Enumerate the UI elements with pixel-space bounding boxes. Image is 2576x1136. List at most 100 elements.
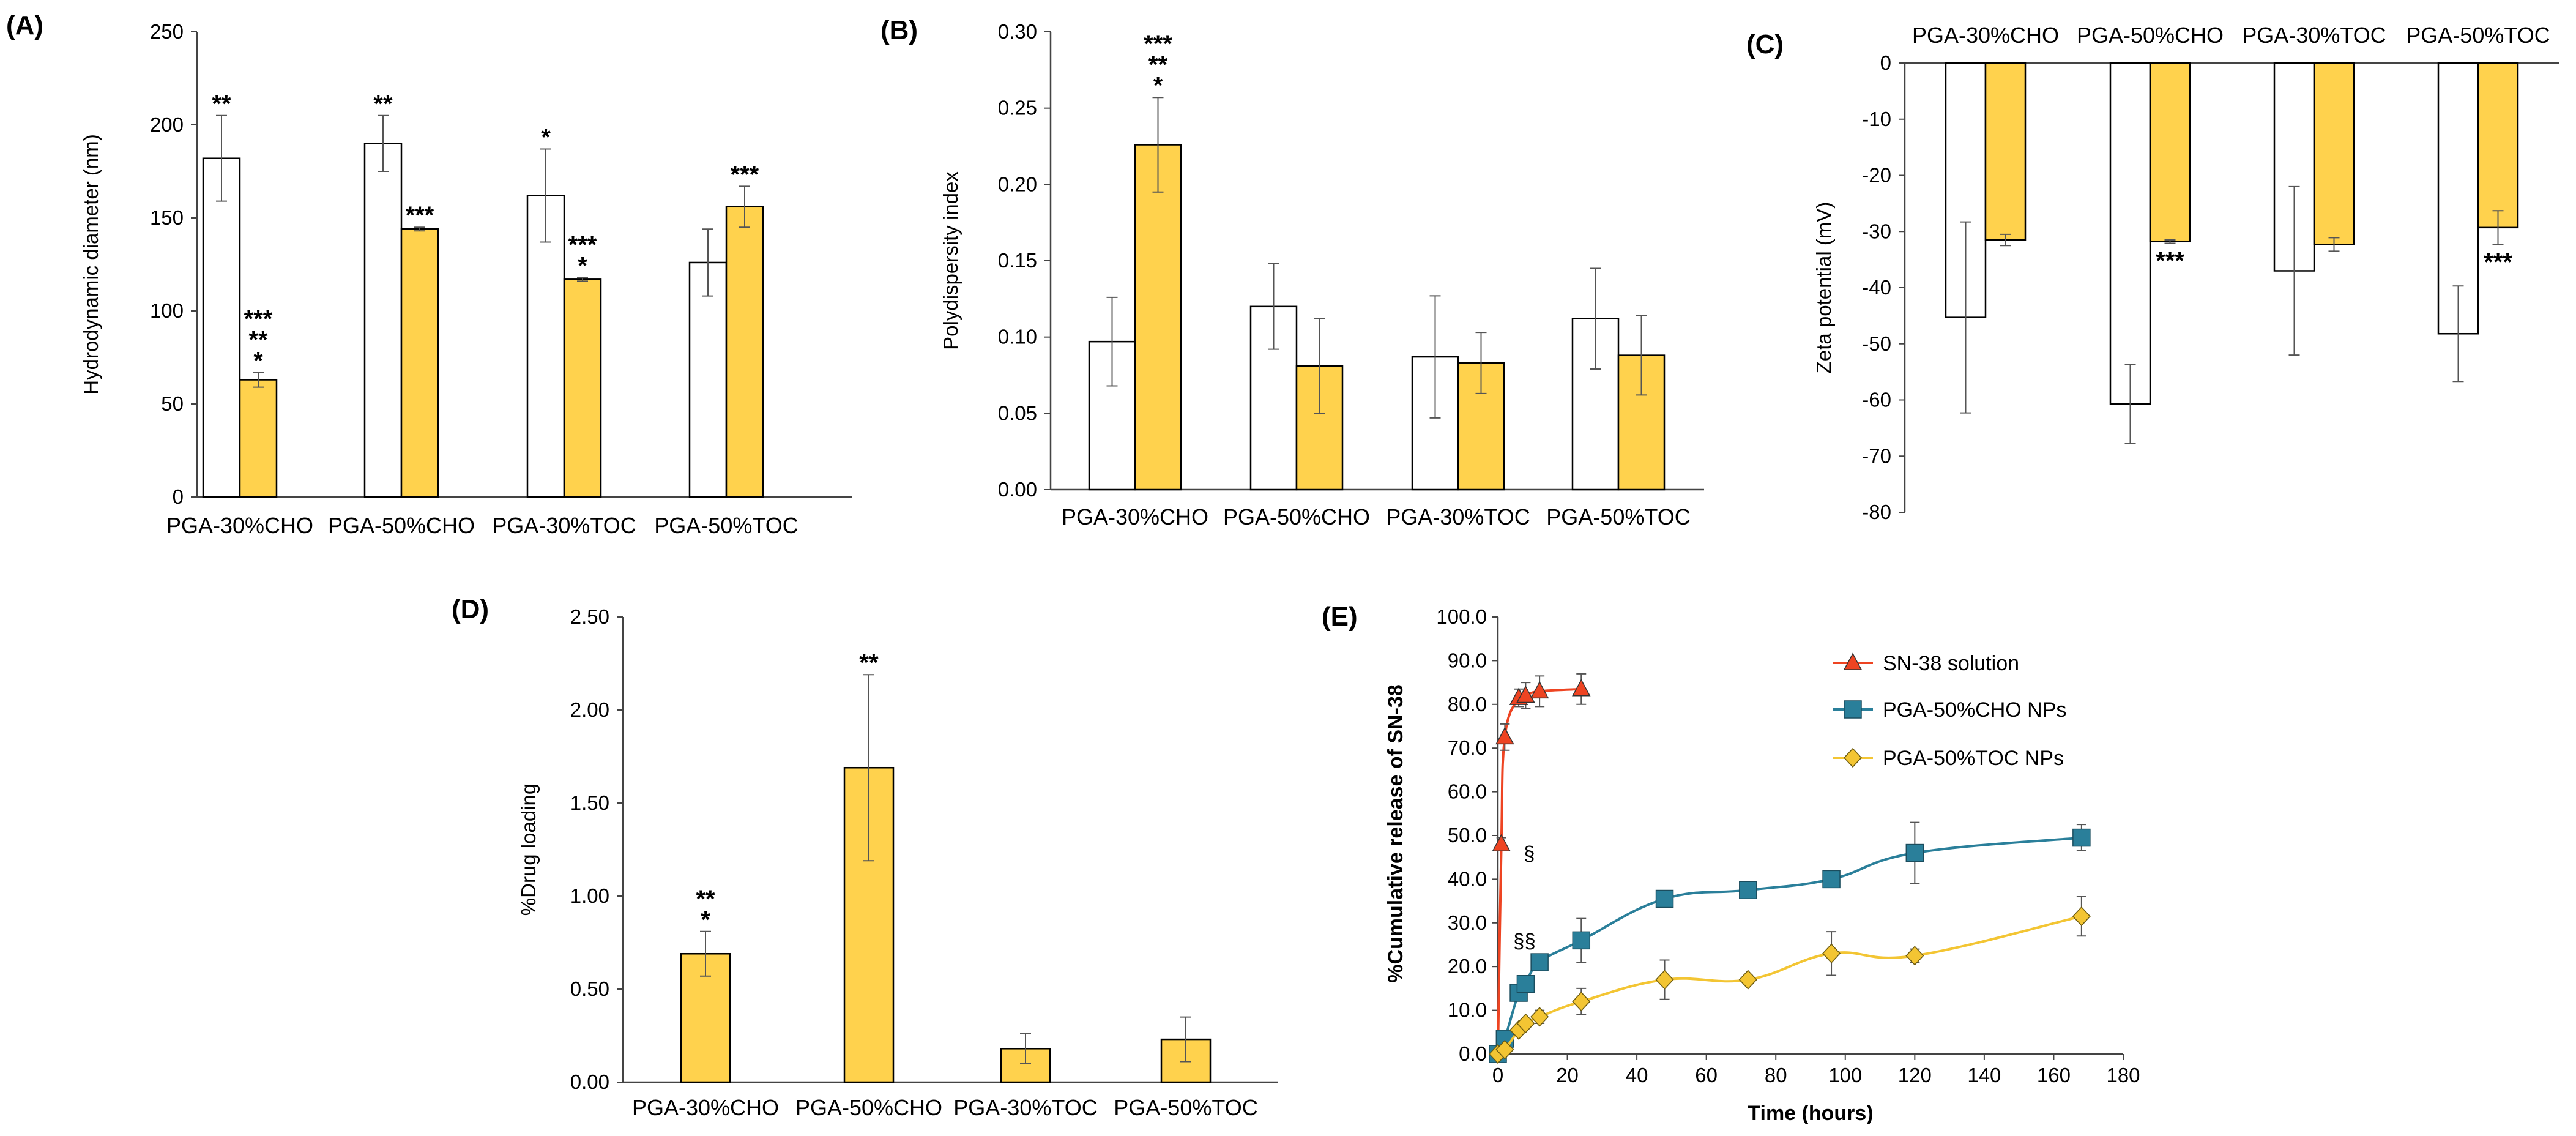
bar-white-4 bbox=[688, 261, 728, 498]
bar-yellow-3 bbox=[2313, 62, 2355, 245]
bar-white-2 bbox=[2109, 62, 2151, 405]
data-point bbox=[1530, 681, 1549, 699]
y-tick-label: 0.00 bbox=[998, 478, 1037, 501]
legend-marker bbox=[1843, 652, 1863, 670]
y-tick-label: 80.0 bbox=[1448, 693, 1487, 716]
y-tick-label: 0.25 bbox=[998, 97, 1037, 119]
significance-marker: *** bbox=[731, 161, 759, 188]
y-tick-label: 250 bbox=[150, 20, 184, 43]
bar-yellow-4 bbox=[2477, 62, 2519, 229]
y-tick-label: 50 bbox=[161, 392, 184, 415]
bar-yellow-3 bbox=[563, 278, 602, 498]
x-tick-label: 140 bbox=[1967, 1064, 2001, 1086]
y-tick-label: 70.0 bbox=[1448, 736, 1487, 759]
y-tick-label: 0 bbox=[173, 485, 184, 508]
category-label: PGA-50%CHO bbox=[1223, 504, 1370, 529]
category-label: PGA-50%CHO bbox=[328, 513, 475, 538]
y-tick-label: -80 bbox=[1862, 501, 1891, 523]
category-label: PGA-50%CHO bbox=[2077, 23, 2224, 48]
significance-marker: ** bbox=[212, 91, 231, 118]
category-label: PGA-50%CHO bbox=[795, 1095, 942, 1120]
significance-marker: * bbox=[541, 124, 551, 151]
x-tick-label: 120 bbox=[1898, 1064, 1932, 1086]
significance-marker: * bbox=[253, 347, 263, 374]
data-point bbox=[1495, 1039, 1514, 1059]
y-tick-label: 0 bbox=[1880, 51, 1891, 74]
y-tick-label: 2.00 bbox=[570, 698, 609, 721]
bar-yellow-2 bbox=[400, 228, 439, 498]
data-point bbox=[1530, 1007, 1549, 1027]
data-point bbox=[1495, 727, 1514, 745]
data-point bbox=[1905, 843, 1924, 862]
bar-white-3 bbox=[526, 195, 565, 498]
y-tick-label: 0.00 bbox=[570, 1071, 609, 1093]
y-axis-title: Polydispersity index bbox=[939, 171, 962, 350]
bar-yellow-1 bbox=[680, 952, 731, 1083]
bar-yellow-2 bbox=[2149, 62, 2191, 243]
y-axis-title: Zeta potential (mV) bbox=[1812, 202, 1835, 374]
legend-entry: PGA-50%TOC NPs bbox=[1883, 747, 2064, 770]
x-tick-label: 100 bbox=[1828, 1064, 1862, 1086]
y-tick-label: 2.50 bbox=[570, 605, 609, 628]
y-tick-label: 1.00 bbox=[570, 884, 609, 907]
panel-label-a: (A) bbox=[6, 10, 43, 40]
x-tick-label: 160 bbox=[2037, 1064, 2071, 1086]
category-label: PGA-50%TOC bbox=[1114, 1095, 1257, 1120]
category-label: PGA-30%TOC bbox=[492, 513, 636, 538]
significance-marker: ** bbox=[696, 886, 715, 913]
data-point bbox=[2072, 906, 2091, 927]
y-tick-label: 0.10 bbox=[998, 326, 1037, 348]
x-tick-label: 180 bbox=[2106, 1064, 2140, 1086]
x-tick-label: 0 bbox=[1492, 1064, 1503, 1086]
y-tick-label: 100.0 bbox=[1436, 605, 1487, 628]
data-point bbox=[1655, 970, 1674, 990]
y-tick-label: 200 bbox=[150, 113, 184, 136]
significance-marker: ** bbox=[373, 91, 393, 118]
y-tick-label: 30.0 bbox=[1448, 911, 1487, 934]
category-label: PGA-50%TOC bbox=[2406, 23, 2550, 48]
y-tick-label: 1.50 bbox=[570, 791, 609, 814]
y-tick-label: 150 bbox=[150, 206, 184, 229]
category-label: PGA-50%TOC bbox=[1546, 504, 1690, 529]
significance-marker: * bbox=[1153, 72, 1163, 99]
y-tick-label: 40.0 bbox=[1448, 867, 1487, 890]
y-tick-label: 0.20 bbox=[998, 173, 1037, 195]
y-tick-label: 0.0 bbox=[1459, 1042, 1487, 1065]
category-label: PGA-30%TOC bbox=[1386, 504, 1530, 529]
y-tick-label: 20.0 bbox=[1448, 955, 1487, 977]
y-tick-label: 0.15 bbox=[998, 249, 1037, 272]
y-tick-label: 0.50 bbox=[570, 977, 609, 1000]
category-label: PGA-30%TOC bbox=[2242, 23, 2386, 48]
panel-label-d: (D) bbox=[452, 594, 489, 624]
significance-marker: * bbox=[701, 906, 710, 933]
y-tick-label: 60.0 bbox=[1448, 780, 1487, 803]
bar-white-1 bbox=[202, 157, 241, 498]
y-tick-label: -50 bbox=[1862, 332, 1891, 355]
y-tick-label: -40 bbox=[1862, 276, 1891, 299]
significance-marker: *** bbox=[2156, 248, 2184, 275]
legend-entry: SN-38 solution bbox=[1883, 652, 2019, 675]
data-point bbox=[1572, 931, 1591, 950]
bar-yellow-1 bbox=[239, 379, 278, 498]
x-tick-label: 20 bbox=[1556, 1064, 1579, 1086]
y-tick-label: -30 bbox=[1862, 220, 1891, 242]
data-point bbox=[1655, 889, 1674, 908]
panel-b-polydispersity-chart: (B) 0.00 0.05 0.10 0.15 0.20 0.25 0.30 Polydispe… bbox=[880, 15, 1704, 529]
y-tick-label: 0.05 bbox=[998, 402, 1037, 424]
y-tick-label: -60 bbox=[1862, 389, 1891, 411]
panel-c-zeta-potential-chart: (C) 0 -10 -20 -30 -40 -50 -60 -70 -80 Zeta potenti… bbox=[1746, 23, 2559, 523]
significance-marker: * bbox=[578, 252, 587, 279]
data-point bbox=[1905, 946, 1924, 966]
legend-marker bbox=[1844, 700, 1862, 719]
panel-label-b: (B) bbox=[880, 15, 918, 45]
data-point bbox=[1492, 834, 1511, 852]
significance-marker: ** bbox=[248, 326, 268, 353]
data-point bbox=[1739, 881, 1757, 899]
y-tick-label: 10.0 bbox=[1448, 999, 1487, 1022]
data-point bbox=[1572, 679, 1591, 697]
y-axis-title: %Cumulative release of SN-38 bbox=[1384, 684, 1407, 983]
category-label: PGA-30%CHO bbox=[1062, 504, 1208, 529]
y-axis-title: %Drug loading bbox=[517, 783, 540, 916]
bar-yellow-4 bbox=[725, 206, 764, 498]
